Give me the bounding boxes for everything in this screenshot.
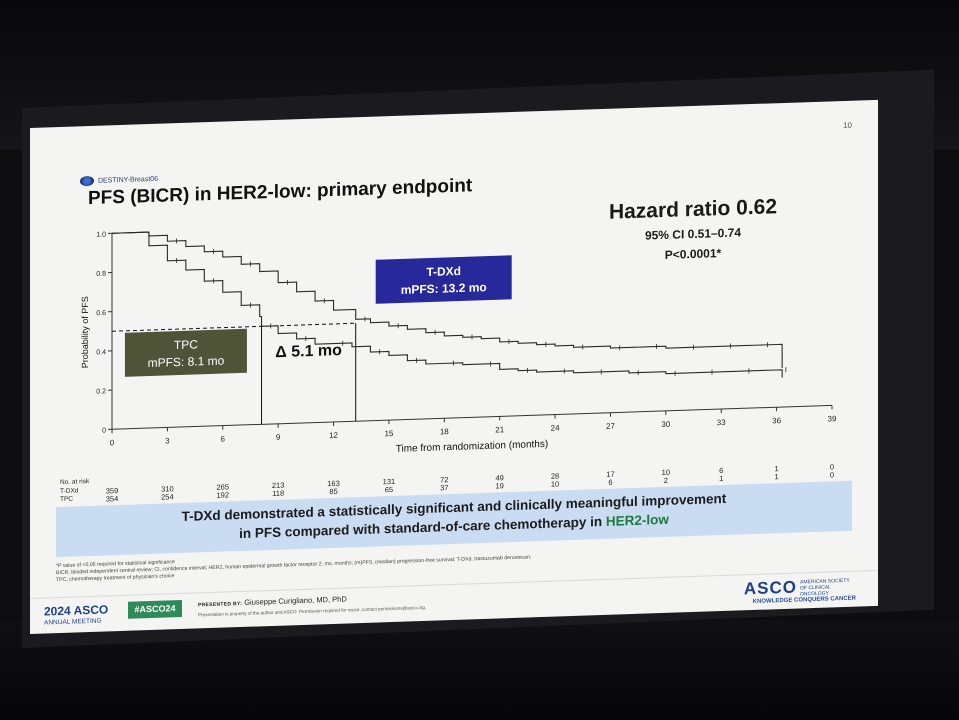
y-tick-label: 1.0 [96, 231, 106, 238]
x-tick-label: 33 [717, 418, 726, 427]
x-tick-label: 39 [828, 414, 837, 423]
conclusion-highlight: HER2-low [605, 511, 669, 529]
risk-value-tpc: 254 [161, 492, 174, 502]
x-tick-label: 27 [606, 422, 615, 431]
y-axis-title: Probability of PFS [80, 296, 90, 368]
asco-annual-label: ANNUAL MEETING [44, 617, 102, 627]
study-name: DESTINY-Breast06 [98, 175, 159, 185]
study-logo-icon [80, 175, 94, 187]
x-tick-label: 9 [276, 433, 281, 442]
asco-logo: ASCO AMERICAN SOCIETY OF CLINICAL ONCOLOG… [744, 576, 856, 606]
x-tick-label: 15 [384, 429, 393, 438]
risk-value-tpc: 65 [384, 484, 394, 495]
study-tag: DESTINY-Breast06 [80, 174, 158, 187]
slide-number: 10 [843, 120, 852, 131]
risk-value-tpc: 1 [774, 472, 779, 482]
risk-value-tpc: 37 [440, 483, 449, 493]
risk-value-tpc: 10 [550, 479, 560, 489]
asco-logo-text: ASCO [743, 577, 797, 599]
tpc-median-box [124, 328, 247, 377]
presentation-slide: 10 DESTINY-Breast06 PFS (BICR) in HER2-l… [30, 99, 878, 634]
risk-value-tpc: 192 [216, 490, 230, 500]
risk-value-tpc: 0 [829, 470, 835, 480]
x-axis-title: Time from randomization (months) [396, 439, 548, 455]
x-tick-label: 3 [165, 436, 170, 445]
tpc-median-box-value: mPFS: 8.1 mo [148, 354, 225, 371]
tpc-median-box-title: TPC [174, 337, 198, 352]
presented-by-label: PRESENTED BY: [198, 600, 243, 609]
x-tick-label: 30 [661, 420, 670, 429]
x-tick-label: 18 [440, 427, 449, 436]
risk-value-tpc: 6 [608, 477, 613, 487]
x-tick-label: 21 [495, 425, 504, 434]
x-tick-label: 0 [110, 438, 115, 447]
x-tick-label: 12 [329, 431, 338, 440]
risk-value-tpc: 118 [272, 488, 285, 498]
risk-value-tpc: 354 [105, 494, 119, 504]
x-tick-label: 24 [551, 423, 560, 432]
risk-value-tpc: 2 [663, 475, 668, 485]
presenter-name: Giuseppe Curigliano, MD, PhD [244, 594, 347, 607]
median-dashed-line [112, 322, 356, 332]
risk-row-label-tdxd: T-DXd [60, 487, 79, 496]
risk-value-tpc: 19 [495, 481, 504, 491]
y-tick-label: 0.8 [96, 271, 106, 278]
asco-society-name: AMERICAN SOCIETY OF CLINICAL ONCOLOGY [800, 577, 850, 598]
presenter-line: PRESENTED BY: Giuseppe Curigliano, MD, P… [198, 594, 347, 608]
risk-value-tpc: 1 [719, 474, 724, 484]
x-tick-label: 36 [772, 416, 781, 425]
hashtag-badge: #ASCO24 [128, 599, 182, 619]
tdxd-median-box-title: T-DXd [426, 264, 461, 279]
x-tick-label: 6 [221, 435, 226, 444]
y-tick-label: 0.2 [96, 388, 106, 395]
risk-row-label-tpc: TPC [60, 495, 73, 504]
risk-value-tpc: 85 [329, 486, 338, 497]
tdxd-median-box-value: mPFS: 13.2 mo [401, 280, 487, 297]
y-tick-label: 0 [102, 427, 106, 434]
asco-meeting-logo: 2024 ASCO [44, 602, 109, 619]
tdxd-median-box [375, 255, 512, 304]
risk-table-header: No. at risk [60, 478, 90, 487]
y-tick-label: 0.6 [96, 310, 106, 317]
tdxd-curve [112, 231, 783, 368]
km-chart: 0 3 6 9 12 15 18 21 24 27 30 33 36 3900.20.40.60.81.0… [80, 231, 837, 455]
tpc-curve [112, 231, 783, 378]
x-axis-line [112, 404, 832, 430]
y-tick-label: 0.4 [96, 349, 106, 356]
delta-label: Δ 5.1 mo [275, 342, 342, 361]
